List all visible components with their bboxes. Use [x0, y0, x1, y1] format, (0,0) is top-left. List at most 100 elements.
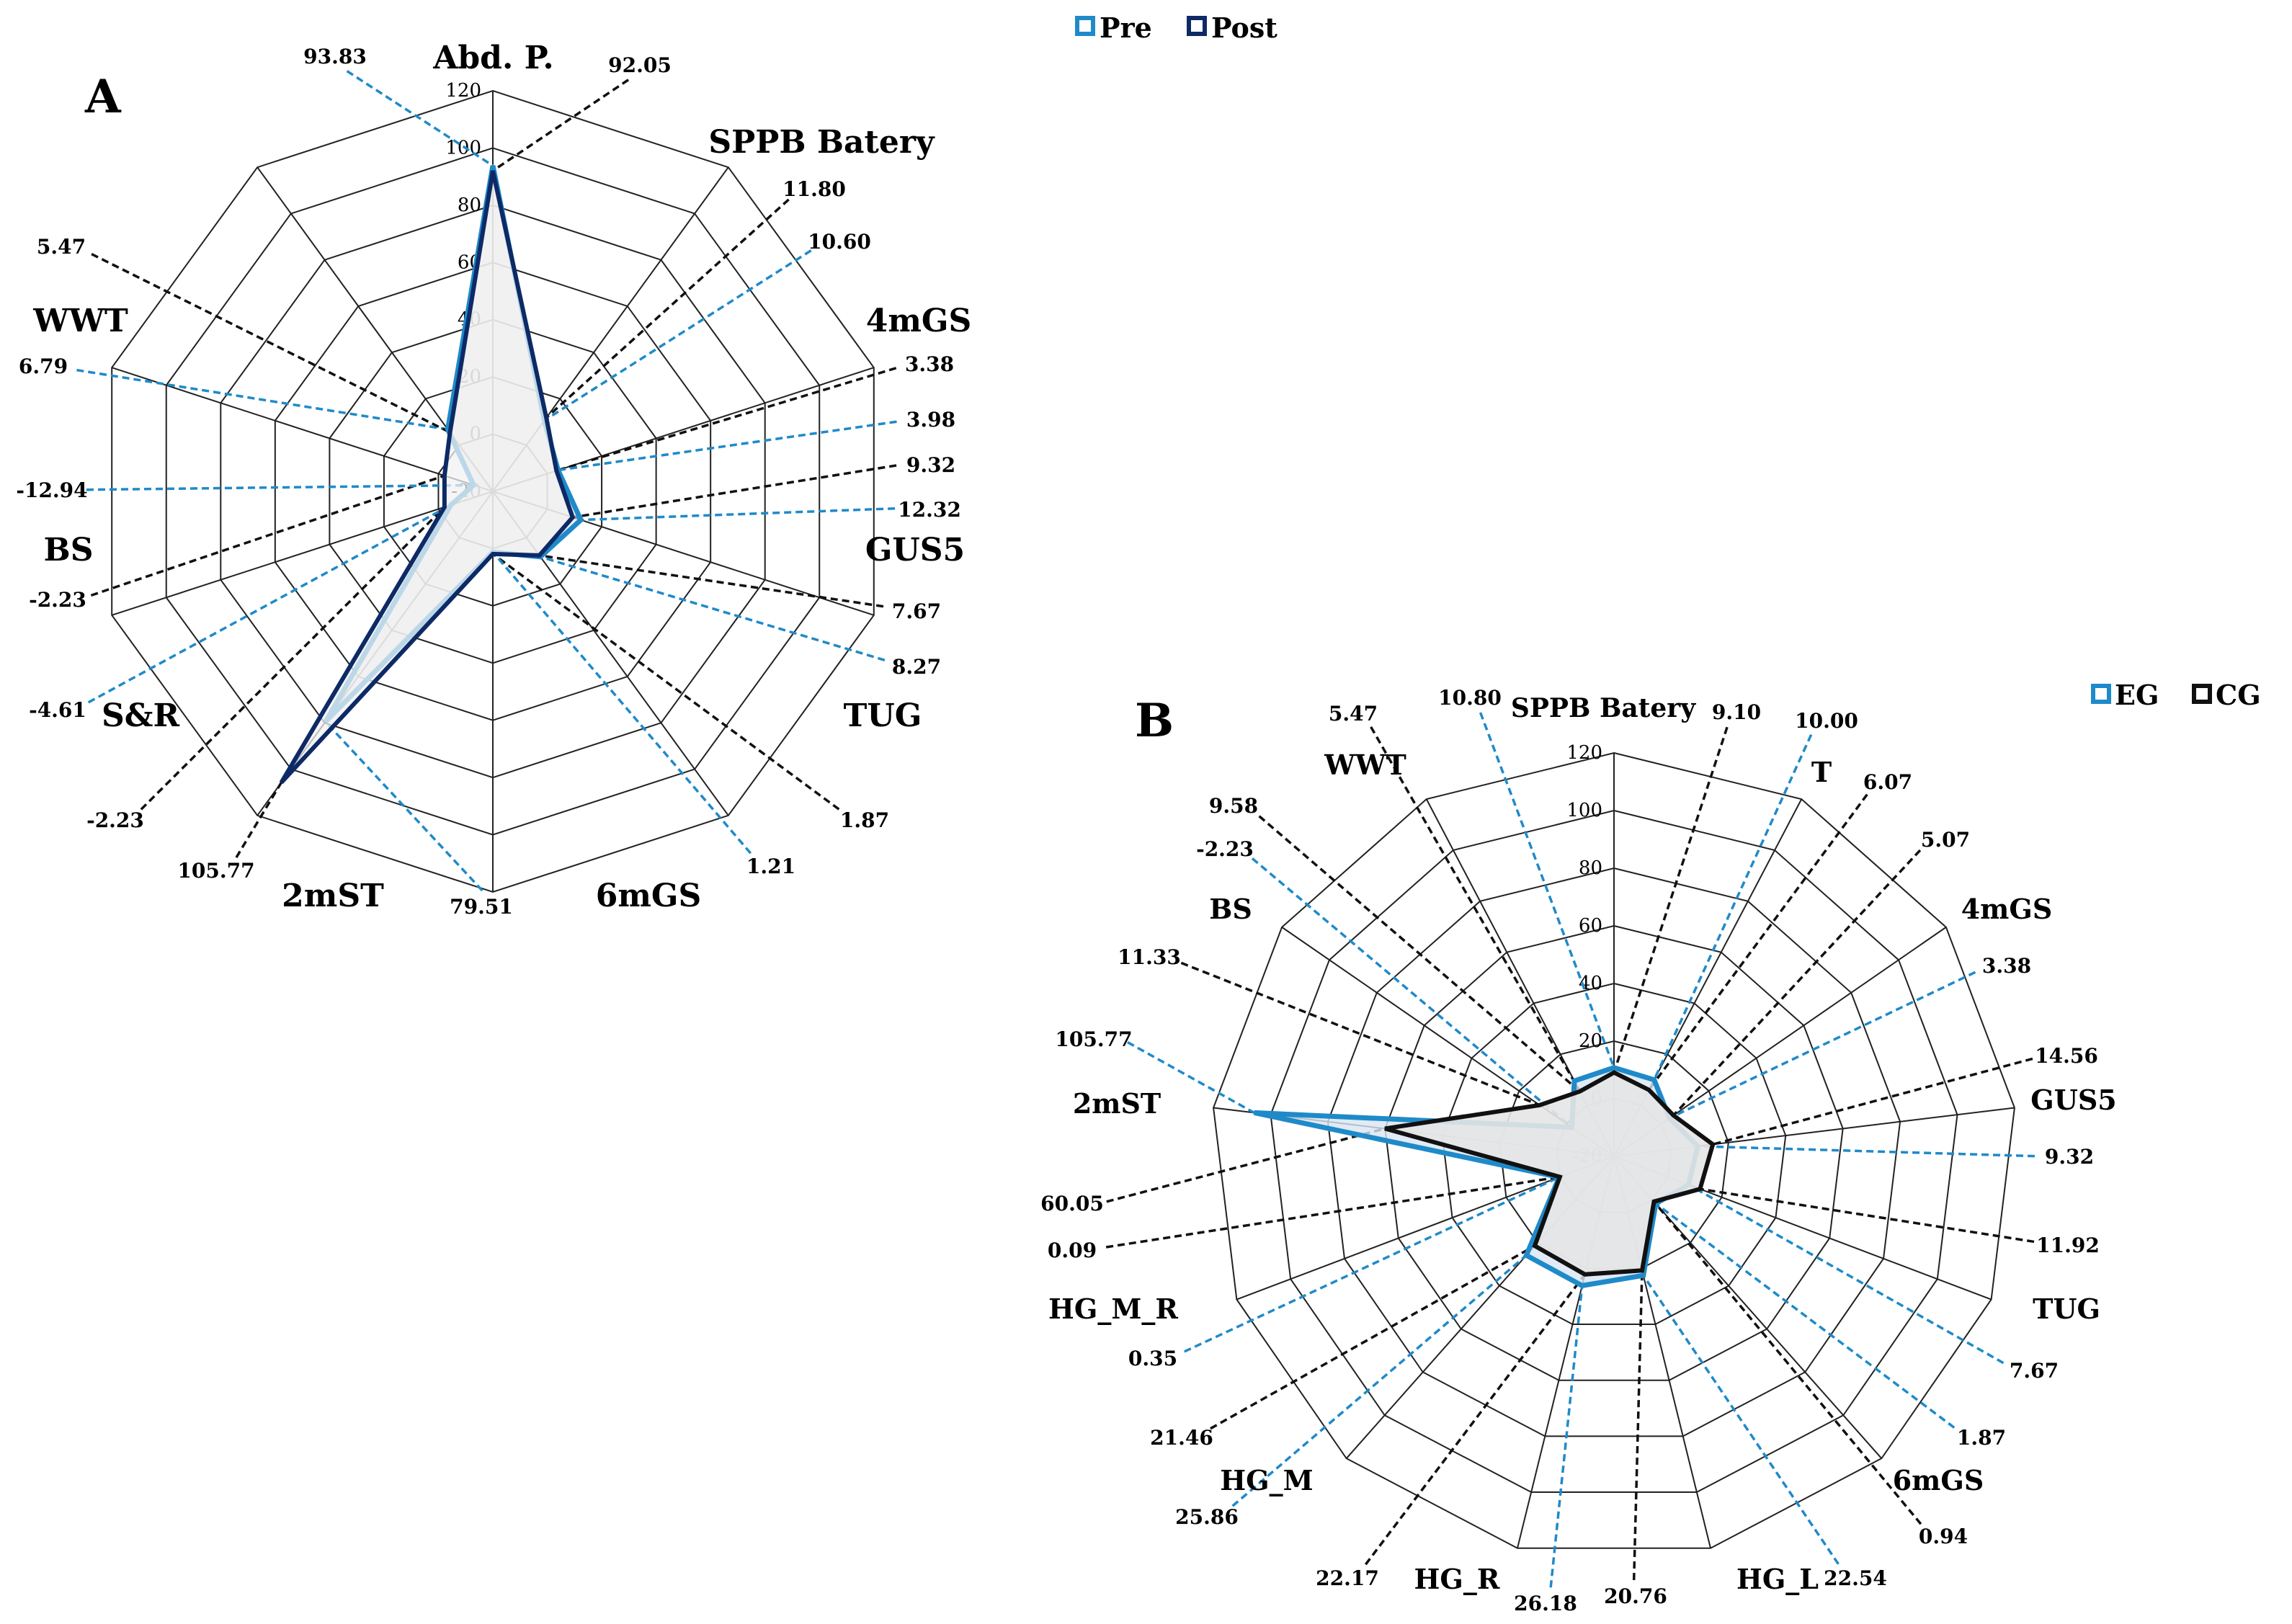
leader-line	[1654, 1203, 1956, 1429]
leader-line	[1687, 1183, 2005, 1365]
tick-label: 120	[445, 80, 481, 102]
leader-line	[1364, 1273, 1587, 1566]
legend-eg-swatch	[2091, 684, 2111, 704]
axis-label: HG_M_R	[1048, 1293, 1178, 1325]
leader-line	[1632, 1270, 1644, 1581]
value-label: 25.86	[1175, 1505, 1239, 1529]
axis-label: TUG	[844, 697, 922, 734]
value-label: 11.92	[2036, 1233, 2100, 1257]
grid-ring	[1213, 751, 2015, 1549]
leader-line	[140, 506, 446, 811]
leader-line	[1370, 726, 1582, 1092]
leader-line	[91, 253, 451, 434]
axis-label: GUS5	[865, 532, 965, 568]
grid-ring	[1384, 924, 1844, 1381]
axis-label: GUS5	[2030, 1084, 2116, 1116]
value-label: 3.38	[1982, 954, 2031, 978]
value-label: 10.80	[1438, 686, 1502, 710]
axis-label: 4mGS	[866, 303, 972, 339]
leader-line	[491, 553, 840, 811]
value-label: 11.80	[782, 177, 846, 201]
axis-label: TUG	[2033, 1293, 2100, 1325]
leader-line	[581, 507, 896, 522]
value-label: -4.61	[29, 698, 86, 722]
leader-line	[543, 249, 812, 422]
legend-cg-label: CG	[2216, 679, 2261, 711]
axis-label: HG_R	[1414, 1563, 1500, 1595]
value-label: 105.77	[177, 859, 254, 883]
leader-line	[1479, 712, 1615, 1068]
leader-line	[539, 554, 884, 608]
radar-chart-a: A Pre Post 120100806040200-20 Abd. P. SP…	[16, 12, 1277, 919]
value-label: -2.23	[86, 808, 144, 832]
tick-label: 80	[458, 195, 481, 216]
series-b	[1253, 1065, 1716, 1289]
value-label: 7.67	[892, 599, 941, 623]
axis-label: WWT	[32, 303, 128, 339]
value-label: 11.33	[1118, 945, 1181, 969]
legend-b: EG CG	[2091, 679, 2261, 711]
value-label: 26.18	[1514, 1592, 1577, 1615]
leaders-b	[1105, 712, 2035, 1588]
axis-label: HG_L	[1736, 1563, 1819, 1595]
leader-line	[545, 198, 790, 419]
legend-post-swatch	[1187, 16, 1207, 36]
value-label: 0.94	[1919, 1525, 1968, 1548]
legend-eg-label: EG	[2115, 679, 2159, 711]
leader-line	[556, 367, 897, 472]
axis-label: 2mST	[282, 878, 384, 914]
value-label: 14.56	[2035, 1044, 2098, 1068]
leader-line	[86, 483, 474, 491]
value-label: 12.32	[898, 498, 961, 522]
leader-line	[76, 368, 448, 431]
leader-line	[1698, 1145, 2035, 1158]
grid-spoke	[111, 367, 494, 492]
legend-post-label: Post	[1211, 12, 1277, 44]
leader-line	[1105, 1175, 1561, 1249]
leader-line	[1106, 1127, 1386, 1203]
value-label: 0.09	[1048, 1239, 1097, 1262]
value-label: 9.32	[906, 453, 955, 477]
axis-label: SPPB Batery	[1511, 693, 1696, 723]
radar-chart-b: B EG CG 120100806040200-20 SPPB Batery T…	[1040, 679, 2261, 1615]
leader-line	[1669, 971, 1976, 1120]
axis-label: T	[1811, 756, 1832, 788]
axis-labels-b: SPPB Batery T 4mGS GUS5 TUG 6mGS HG_L HG…	[1048, 693, 2117, 1595]
leader-line	[1251, 857, 1573, 1128]
value-labels-a: 93.83 92.05 11.80 10.60 3.38 3.98 9.32 1…	[16, 45, 961, 919]
leaders-a	[76, 70, 897, 892]
axis-label: 2mST	[1073, 1087, 1161, 1120]
value-label: 21.46	[1150, 1426, 1213, 1450]
leader-line	[1672, 849, 1922, 1117]
leader-line	[1231, 1254, 1528, 1507]
series-a	[279, 165, 584, 785]
legend-a: Pre Post	[1075, 12, 1277, 44]
legend-pre-swatch	[1075, 16, 1095, 36]
grid-spoke	[111, 491, 494, 616]
leader-line	[492, 79, 630, 172]
leader-line	[1613, 726, 1729, 1074]
leader-line	[540, 556, 886, 661]
panel-label-b: B	[1135, 694, 1174, 748]
value-label: -2.23	[1196, 837, 1254, 861]
value-label: 60.05	[1040, 1192, 1104, 1215]
leader-line	[572, 464, 897, 519]
value-label: 1.87	[840, 808, 889, 832]
value-label: 1.87	[1957, 1426, 2006, 1450]
legend-cg-swatch	[2192, 684, 2212, 704]
value-label: 20.76	[1604, 1584, 1667, 1608]
value-label: 6.79	[19, 354, 68, 378]
value-label: 7.67	[2010, 1359, 2059, 1383]
value-label: 5.07	[1921, 828, 1970, 852]
value-label: 9.58	[1209, 794, 1258, 818]
series-post-area	[279, 170, 576, 785]
axis-label: 4mGS	[1961, 893, 2053, 925]
axis-label: BS	[1209, 893, 1252, 925]
axis-label: WWT	[1324, 749, 1406, 781]
value-label: 22.54	[1824, 1566, 1887, 1590]
value-labels-b: 5.47 10.80 9.10 10.00 6.07 5.07 3.38 14.…	[1040, 686, 2100, 1615]
tick-label: 60	[1579, 915, 1602, 937]
value-label: 22.17	[1316, 1566, 1379, 1590]
value-label: 6.07	[1863, 770, 1912, 794]
leader-line	[1210, 1244, 1535, 1430]
